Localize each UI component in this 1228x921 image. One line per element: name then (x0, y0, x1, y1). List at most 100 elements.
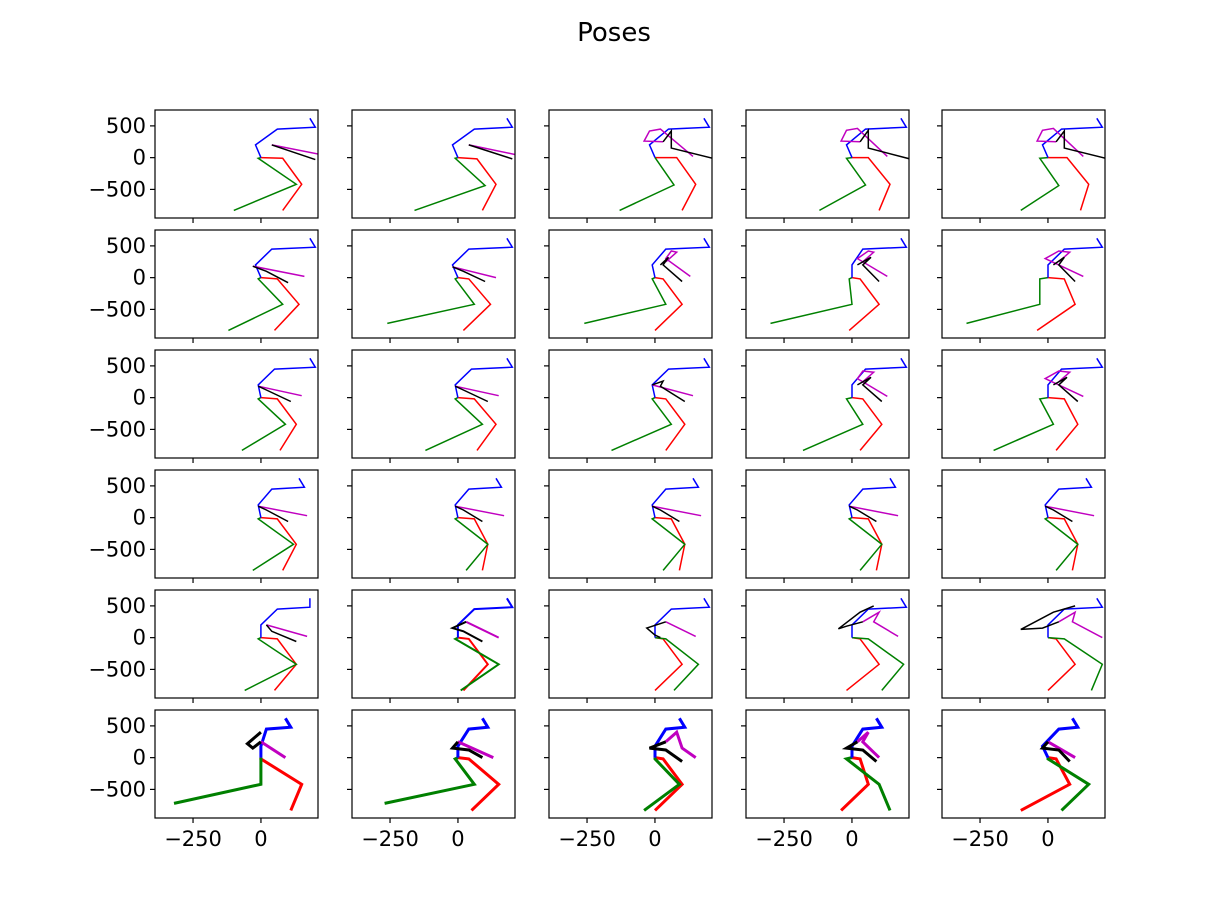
limb-right-leg (851, 396, 883, 451)
subplot-r0-c1 (347, 109, 516, 223)
subplot-r1-c0: 500 0 −500 (88, 229, 319, 343)
axes-frame (351, 589, 516, 699)
limb-right-arm (1043, 250, 1084, 278)
limb-right-arm (856, 250, 888, 278)
limb-spine-head (451, 237, 514, 278)
subplot-r3-c3 (741, 469, 910, 583)
pose-lines (173, 717, 304, 811)
axes-frame (154, 229, 319, 339)
limb-left-arm (454, 505, 483, 523)
subplot-r2-c2 (544, 349, 713, 463)
limb-left-leg (847, 516, 883, 571)
ytick-label: 500 (106, 234, 146, 258)
pose-lines (847, 477, 899, 571)
axes-frame (941, 229, 1106, 339)
limb-left-arm (265, 624, 297, 643)
axes-frame (154, 349, 319, 459)
pose-lines (770, 237, 908, 331)
subplot-r4-c2 (544, 589, 713, 703)
axes-frame (351, 109, 516, 219)
pose-lines (650, 477, 702, 571)
limb-right-leg (654, 636, 684, 691)
limb-right-leg (848, 276, 881, 331)
ytick-label: 500 (106, 114, 146, 138)
limb-left-arm (651, 379, 686, 403)
limb-left-arm (662, 128, 712, 159)
pose-lines (819, 117, 909, 212)
limb-spine-head (454, 477, 503, 518)
limb-left-leg (425, 396, 484, 452)
pose-lines (449, 597, 515, 692)
limb-left-arm (257, 505, 289, 523)
limb-spine-head (651, 237, 711, 278)
ytick-label: −500 (88, 297, 146, 321)
pose-lines (993, 357, 1104, 452)
pose-lines (645, 597, 711, 691)
subplot-r3-c4 (937, 469, 1106, 583)
limb-right-leg (457, 516, 489, 571)
axes-frame (548, 469, 713, 579)
limb-left-leg (252, 516, 295, 572)
limb-right-leg (846, 636, 881, 691)
pose-lines (643, 717, 697, 812)
limb-right-arm (664, 250, 691, 278)
ytick-label: 0 (133, 506, 146, 530)
subplot-r2-c1 (347, 349, 516, 463)
ytick-label: 500 (106, 594, 146, 618)
subplot-r5-c2: −250 0 (544, 709, 713, 851)
limb-left-leg (654, 636, 700, 691)
axes-frame (745, 709, 910, 819)
limb-spine-head (851, 237, 908, 278)
xtick-label: 0 (1041, 827, 1054, 851)
axes-frame (154, 709, 319, 819)
axes-frame (154, 109, 319, 219)
subplot-r5-c4: −250 0 (937, 709, 1106, 851)
pose-lines (233, 117, 318, 212)
limb-spine-head (260, 598, 311, 638)
limb-right-leg (260, 396, 298, 451)
limb-right-leg (260, 276, 301, 331)
limb-spine-head (259, 717, 294, 758)
pose-lines (1020, 717, 1092, 812)
limb-left-arm (645, 621, 667, 639)
ytick-label: 0 (133, 386, 146, 410)
limb-left-leg (1020, 156, 1060, 212)
ytick-label: 0 (133, 746, 146, 770)
limb-left-arm (659, 256, 683, 283)
subplot-r0-c0: 500 0 −500 (88, 109, 319, 223)
limb-left-leg (966, 276, 1049, 325)
pose-lines (453, 477, 505, 571)
limb-right-arm (271, 144, 318, 155)
axes-frame (745, 229, 910, 339)
pose-lines (1020, 117, 1105, 212)
limb-left-leg (1046, 757, 1092, 812)
subplot-r4-c3 (741, 589, 910, 703)
limb-left-arm (1055, 128, 1105, 159)
subplot-r0-c3 (741, 109, 910, 223)
subplot-r3-c2 (544, 469, 713, 583)
pose-lines (837, 597, 908, 691)
limb-right-arm (452, 266, 497, 279)
limb-left-leg (993, 396, 1055, 452)
subplot-r1-c3 (741, 229, 910, 343)
limb-left-leg (173, 757, 263, 805)
limb-spine-head (1041, 117, 1104, 158)
limb-right-arm (455, 385, 499, 397)
limb-spine-head (1044, 477, 1093, 518)
limb-left-leg (851, 636, 905, 691)
limb-left-leg (1043, 516, 1079, 571)
limb-right-leg (260, 156, 303, 211)
limb-right-leg (1047, 636, 1077, 691)
limb-right-arm (652, 384, 694, 397)
xtick-label: −250 (755, 827, 813, 851)
subplot-r5-c3: −250 0 (741, 709, 910, 851)
pose-lines (802, 357, 908, 452)
pose-lines (228, 237, 317, 332)
limb-left-arm (271, 144, 316, 161)
limb-left-leg (244, 636, 298, 692)
limb-left-leg (241, 396, 287, 452)
ytick-label: −500 (88, 417, 146, 441)
axes-frame (745, 469, 910, 579)
subplot-r2-c3 (741, 349, 910, 463)
ytick-label: −500 (88, 777, 146, 801)
